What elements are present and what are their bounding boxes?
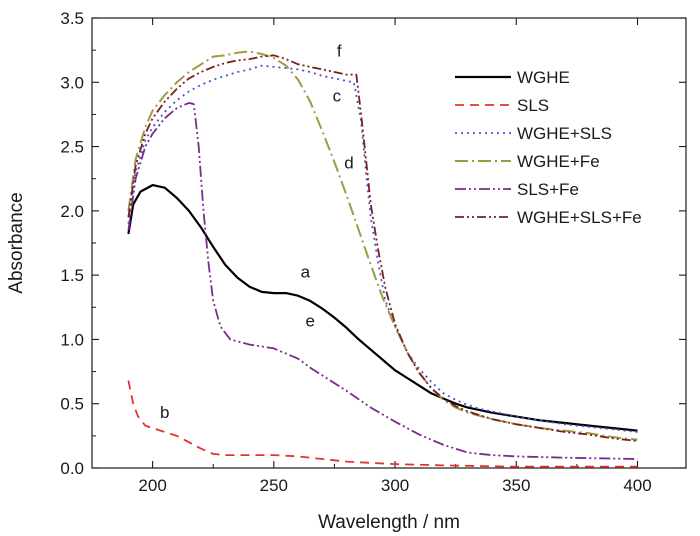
curve-label: f: [337, 42, 342, 61]
y-tick-label: 0.0: [60, 459, 84, 478]
plot-frame: [91, 17, 687, 469]
curve-label: a: [301, 263, 311, 282]
y-tick-label: 1.0: [60, 330, 84, 349]
curve-label: b: [160, 403, 169, 422]
legend-label: SLS+Fe: [517, 180, 579, 199]
curve-labels: a b c d e f: [160, 42, 354, 422]
curve-label: d: [344, 153, 353, 172]
series-line: [127, 184, 638, 432]
y-tick-label: 1.5: [60, 266, 84, 285]
legend-label: WGHE+SLS: [517, 124, 612, 143]
curves: [127, 50, 638, 468]
x-tick-label: 400: [623, 476, 651, 495]
curve-label: c: [333, 87, 342, 106]
curve-label: e: [305, 312, 314, 331]
legend-label: WGHE+SLS+Fe: [517, 208, 642, 227]
y-tick-label: 3.0: [60, 73, 84, 92]
series-line: [127, 50, 638, 441]
y-tick-label: 0.5: [60, 395, 84, 414]
legend-label: SLS: [517, 96, 549, 115]
series-line: [127, 54, 638, 442]
y-tick-label: 2.5: [60, 138, 84, 157]
legend-label: WGHE: [517, 68, 570, 87]
axis-ticks: 200 250 300 350 400 0.0 0.5 1.0 1.5 2.0 2.5 3.0 3.5: [60, 9, 686, 495]
x-axis-title: Wavelength / nm: [318, 512, 460, 533]
x-tick-label: 300: [381, 476, 409, 495]
x-tick-label: 350: [502, 476, 530, 495]
x-tick-label: 200: [138, 476, 166, 495]
y-tick-label: 3.5: [60, 9, 84, 28]
series-line: [127, 64, 638, 433]
legend: WGHE SLS WGHE+SLS WGHE+Fe SLS+Fe WGHE+SLS+Fe: [455, 68, 642, 227]
y-tick-label: 2.0: [60, 202, 84, 221]
series-line: [127, 380, 638, 468]
series-line: [127, 102, 638, 460]
y-axis-title: Absorbance: [6, 192, 27, 293]
legend-label: WGHE+Fe: [517, 152, 600, 171]
x-tick-label: 250: [260, 476, 288, 495]
